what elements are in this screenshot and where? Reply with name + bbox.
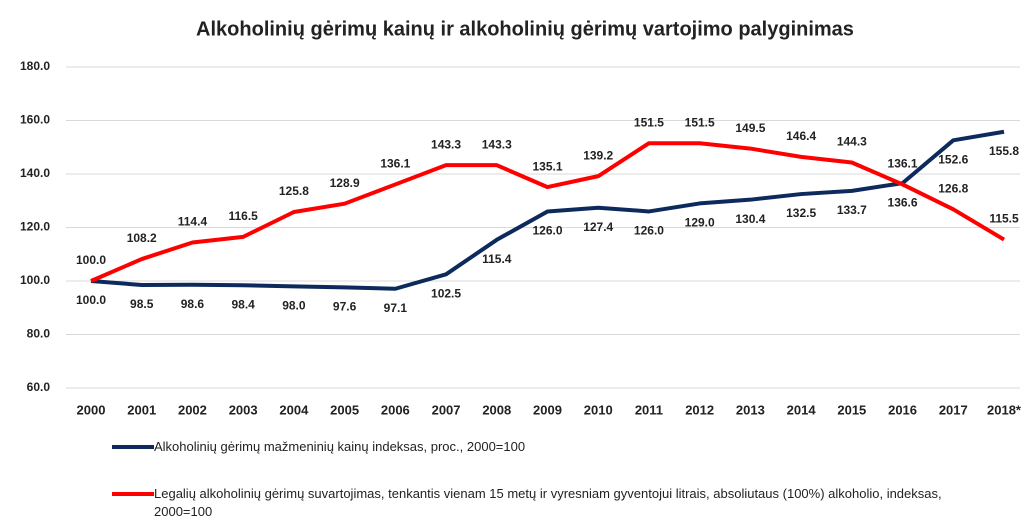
- y-tick-label: 140.0: [20, 166, 50, 180]
- data-label: 136.1: [380, 157, 410, 171]
- data-label: 129.0: [685, 216, 715, 230]
- x-tick-label: 2001: [127, 402, 156, 417]
- data-label: 155.8: [989, 144, 1019, 158]
- x-tick-label: 2017: [939, 402, 968, 417]
- legend-item: Legalių alkoholinių gėrimų suvartojimas,…: [112, 485, 972, 521]
- data-label: 98.4: [231, 297, 255, 311]
- y-tick-label: 180.0: [20, 59, 50, 73]
- data-label: 139.2: [583, 148, 613, 162]
- data-label: 115.4: [482, 252, 512, 266]
- x-tick-label: 2014: [787, 402, 817, 417]
- legend-swatch: [112, 492, 154, 496]
- x-tick-label: 2016: [888, 402, 917, 417]
- data-label: 126.8: [938, 181, 968, 195]
- data-label: 132.5: [786, 206, 816, 220]
- data-label: 97.1: [384, 301, 408, 315]
- series-line: [90, 141, 1006, 283]
- data-label: 115.5: [989, 212, 1019, 226]
- x-tick-label: 2006: [381, 402, 410, 417]
- data-label: 108.2: [127, 231, 157, 245]
- data-label: 126.0: [634, 224, 664, 238]
- x-tick-label: 2003: [229, 402, 258, 417]
- x-tick-label: 2018*: [987, 402, 1022, 417]
- data-label: 135.1: [532, 159, 562, 173]
- x-tick-label: 2007: [432, 402, 461, 417]
- x-tick-label: 2002: [178, 402, 207, 417]
- y-tick-label: 80.0: [27, 327, 51, 341]
- data-label: 149.5: [735, 121, 765, 135]
- y-tick-label: 120.0: [20, 220, 50, 234]
- y-tick-label: 100.0: [20, 273, 50, 287]
- x-tick-label: 2005: [330, 402, 359, 417]
- data-label: 151.5: [634, 115, 664, 129]
- data-label: 128.9: [330, 176, 360, 190]
- data-label: 152.6: [938, 152, 968, 166]
- data-label: 144.3: [837, 135, 867, 149]
- data-label: 97.6: [333, 300, 357, 314]
- x-tick-label: 2012: [685, 402, 714, 417]
- legend-swatch: [112, 445, 154, 449]
- data-label: 143.3: [482, 137, 512, 151]
- x-tick-label: 2004: [279, 402, 309, 417]
- x-tick-label: 2013: [736, 402, 765, 417]
- legend-label: Legalių alkoholinių gėrimų suvartojimas,…: [154, 486, 942, 519]
- series-line: [90, 129, 1005, 291]
- x-tick-label: 2000: [77, 402, 106, 417]
- data-label: 100.0: [76, 253, 106, 267]
- data-label: 143.3: [431, 137, 461, 151]
- data-label: 136.1: [888, 157, 918, 171]
- y-tick-label: 160.0: [20, 113, 50, 127]
- data-label: 102.5: [431, 286, 461, 300]
- x-tick-label: 2009: [533, 402, 562, 417]
- data-label: 127.4: [583, 220, 613, 234]
- legend-item: Alkoholinių gėrimų mažmeninių kainų inde…: [112, 438, 972, 456]
- data-label: 136.6: [888, 195, 918, 209]
- x-tick-label: 2008: [482, 402, 511, 417]
- data-label: 116.5: [228, 209, 258, 223]
- data-label: 146.4: [786, 129, 816, 143]
- data-label: 100.0: [76, 293, 106, 307]
- y-tick-label: 60.0: [27, 380, 51, 394]
- x-tick-label: 2015: [837, 402, 866, 417]
- data-label: 130.4: [735, 212, 765, 226]
- data-label: 98.0: [282, 299, 306, 313]
- data-label: 98.5: [130, 297, 154, 311]
- data-label: 98.6: [181, 297, 205, 311]
- data-label: 126.0: [532, 224, 562, 238]
- data-label: 125.8: [279, 184, 309, 198]
- x-tick-label: 2010: [584, 402, 613, 417]
- legend-label: Alkoholinių gėrimų mažmeninių kainų inde…: [154, 439, 526, 454]
- x-tick-label: 2011: [635, 402, 663, 417]
- data-label: 151.5: [685, 115, 715, 129]
- chart-title: Alkoholinių gėrimų kainų ir alkoholinių …: [196, 18, 854, 40]
- data-label: 114.4: [178, 215, 208, 229]
- data-label: 133.7: [837, 203, 867, 217]
